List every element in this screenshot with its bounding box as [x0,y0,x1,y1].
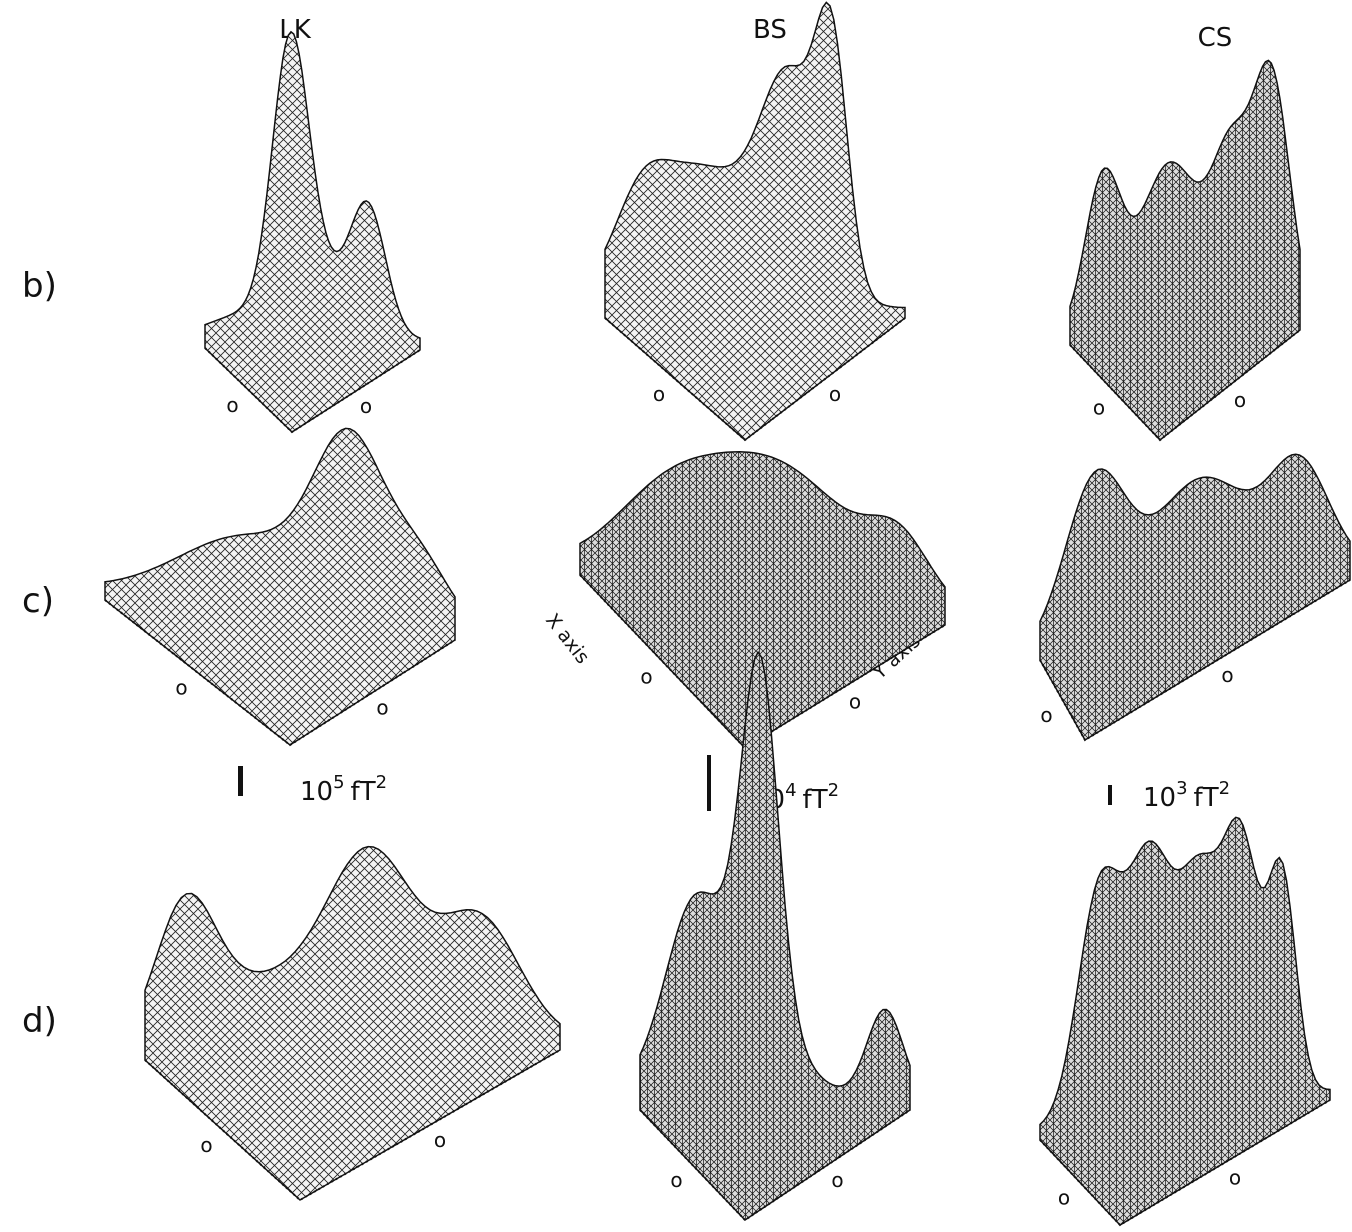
scale-unit-exponent: 2 [1219,778,1230,799]
base-edge [604,317,906,442]
base-edge [1039,579,1351,742]
scale-exponent: 3 [1176,778,1187,799]
origin-label: o [640,665,652,689]
origin-label: o [226,393,238,417]
origin-label: o [1058,1186,1070,1210]
surface [639,650,911,1221]
scale-bar [707,755,711,811]
base-edge [104,599,456,747]
scale-base: 10 [300,777,333,807]
scale-bar [238,766,243,796]
column-header: CS [1198,23,1233,53]
origin-label: o [1221,663,1233,687]
origin-label: o [849,690,861,714]
surface [604,1,906,441]
origin-label: o [200,1133,212,1157]
scale-base: 10 [1143,783,1176,813]
origin-label: o [670,1168,682,1192]
origin-label: o [1229,1166,1241,1190]
origin-label: o [1040,703,1052,727]
x-axis-label: X axis [541,610,594,669]
base-edge [1069,329,1301,442]
origin-label: o [175,676,187,700]
surface [104,427,456,746]
surface [144,845,561,1201]
scale-unit-exponent: 2 [376,772,387,793]
scale-unit: fT [1194,783,1219,813]
origin-label: o [829,382,841,406]
row-label: b) [22,266,57,306]
row-label: c) [22,581,54,621]
scale-exponent: 4 [785,780,796,801]
origin-label: o [1093,396,1105,420]
column-header: BS [753,15,787,45]
scale-unit: fT [803,785,828,815]
origin-label: o [376,696,388,720]
origin-label: o [653,382,665,406]
origin-label: o [360,394,372,418]
origin-label: o [1234,388,1246,412]
base-edge [579,574,946,750]
scale-unit: fT [351,777,376,807]
surface [1039,453,1351,742]
scale-label: 103 fT2 [1143,778,1230,813]
base-edge [639,1109,911,1222]
surface [1039,816,1331,1226]
scale-exponent: 5 [333,772,344,793]
base-edge [204,347,421,434]
surface [1069,59,1301,442]
surface [579,451,946,749]
origin-label: o [831,1168,843,1192]
origin-label: o [434,1128,446,1152]
surface [204,30,421,433]
scale-bar [1108,785,1112,805]
base-edge [1039,1099,1331,1227]
scale-label: 105 fT2 [300,772,387,807]
row-label: d) [22,1001,57,1041]
scale-unit-exponent: 2 [828,780,839,801]
